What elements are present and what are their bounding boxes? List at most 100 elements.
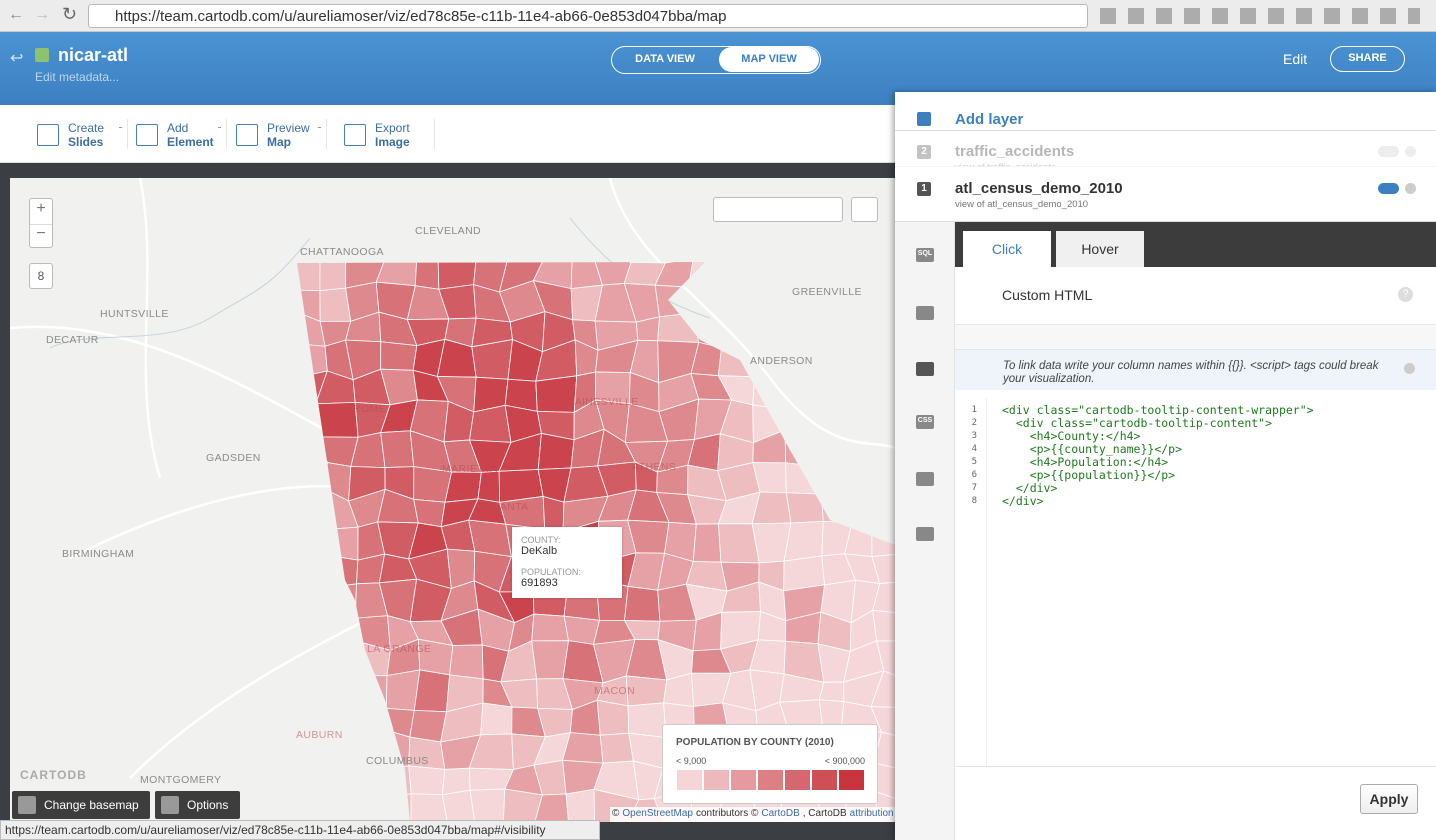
- county: [565, 788, 596, 822]
- layer-desc: view of traffic_accidents: [955, 162, 1056, 166]
- county: [748, 262, 786, 290]
- visibility-toggle[interactable]: [1378, 183, 1399, 194]
- layer-number: 2: [917, 145, 931, 159]
- line-number: 8: [971, 496, 977, 506]
- county: [344, 700, 387, 741]
- county: [818, 681, 845, 703]
- county: [816, 341, 854, 379]
- back-button[interactable]: ←: [8, 6, 24, 23]
- county: [345, 675, 388, 709]
- map-button[interactable]: Options: [155, 791, 240, 819]
- county: [780, 407, 813, 442]
- remove-layer[interactable]: [1405, 183, 1416, 194]
- county: [469, 788, 506, 822]
- browser-chrome: ← → ↻ https://team.cartodb.com/u/aurelia…: [0, 0, 1436, 32]
- button-label: Options: [187, 798, 229, 812]
- county: [870, 706, 895, 740]
- notice-close[interactable]: [1404, 363, 1415, 374]
- county: [779, 374, 818, 410]
- county: [354, 765, 389, 800]
- county: [871, 499, 895, 527]
- edit-menu[interactable]: Edit: [1283, 51, 1308, 67]
- legend-swatch: [784, 769, 811, 791]
- side-icon-label: CSS: [917, 417, 933, 424]
- side-icon[interactable]: [916, 362, 934, 376]
- county: [348, 788, 387, 822]
- side-icon[interactable]: SQL: [916, 248, 934, 262]
- county: [821, 493, 853, 524]
- tooltip-value: 691893: [521, 577, 558, 589]
- map-view-tab[interactable]: MAP VIEW: [719, 47, 819, 72]
- code-line: </div>: [1002, 494, 1044, 508]
- side-icon[interactable]: [916, 472, 934, 486]
- side-icon-label: SQL: [917, 250, 933, 257]
- data-view-tab[interactable]: DATA VIEW: [635, 53, 695, 65]
- forward-button[interactable]: →: [34, 6, 50, 23]
- county: [810, 374, 854, 413]
- toolbar-button[interactable]: Add Element: [167, 121, 214, 149]
- county: [817, 465, 857, 499]
- county: [534, 793, 570, 822]
- toolbar-icon: [236, 124, 258, 146]
- side-icon[interactable]: [916, 527, 934, 541]
- layer-row[interactable]: 1 atl_census_demo_2010 view of atl_census_…: [895, 167, 1436, 222]
- county: [873, 262, 895, 292]
- line-number: 5: [971, 457, 977, 467]
- toolbar-button[interactable]: Preview Map: [267, 121, 310, 149]
- map-search[interactable]: [713, 197, 843, 222]
- attribution-part[interactable]: OpenStreetMap: [622, 808, 693, 819]
- county: [297, 436, 329, 463]
- county: [318, 670, 350, 704]
- side-icon[interactable]: [916, 306, 934, 320]
- county: [843, 462, 883, 502]
- county: [297, 289, 321, 323]
- zoom-out[interactable]: −: [30, 224, 52, 243]
- map-canvas: [10, 178, 895, 822]
- editor-tab[interactable]: Click: [963, 231, 1051, 267]
- share-button[interactable]: SHARE: [1330, 46, 1405, 72]
- locate-button[interactable]: [851, 197, 878, 222]
- attribution-part: ©: [612, 808, 620, 819]
- toolbar-label: Image: [375, 135, 410, 149]
- map-title[interactable]: nicar-atl: [58, 45, 129, 65]
- attribution-part[interactable]: attribution: [849, 808, 894, 819]
- line-number: 7: [971, 483, 977, 493]
- visibility-toggle[interactable]: [1378, 146, 1399, 157]
- county: [444, 471, 482, 503]
- city-label: MACON: [594, 685, 636, 697]
- code-line: </div>: [1002, 481, 1058, 495]
- layer-name: atl_census_demo_2010: [955, 180, 1123, 197]
- county: [784, 429, 819, 467]
- county: [624, 586, 661, 622]
- zoom-in[interactable]: +: [36, 200, 46, 217]
- reload-button[interactable]: ↻: [62, 4, 78, 24]
- remove-layer[interactable]: [1405, 146, 1416, 157]
- toolbar-icon: [136, 124, 158, 146]
- status-bar: https://team.cartodb.com/u/aureliamoser/…: [0, 820, 600, 840]
- legend-swatch: [838, 769, 865, 791]
- edit-metadata[interactable]: Edit metadata...: [35, 70, 120, 84]
- legend-swatch: [811, 769, 838, 791]
- address-bar[interactable]: https://team.cartodb.com/u/aureliamoser/…: [88, 4, 1088, 28]
- attribution-part[interactable]: CartoDB: [761, 808, 800, 819]
- back-icon[interactable]: ↩: [10, 50, 24, 67]
- toolbar-button[interactable]: Create Slides: [68, 121, 104, 149]
- code-line: <div class="cartodb-tooltip-content">: [1002, 416, 1273, 430]
- city-label: COLUMBUS: [366, 755, 429, 767]
- custom-html: Custom HTML: [1002, 287, 1093, 303]
- editor-tab[interactable]: Hover: [1056, 231, 1144, 267]
- layer-row[interactable]: 2 traffic_accidentsview of traffic_accide…: [895, 130, 1436, 167]
- side-icon[interactable]: CSS: [916, 415, 934, 429]
- legend-swatch: [730, 769, 757, 791]
- county: [870, 339, 895, 384]
- legend-title: POPULATION BY COUNTY (2010): [676, 737, 834, 748]
- tooltip-value: DeKalb: [521, 545, 558, 557]
- map-button[interactable]: Change basemap: [12, 791, 150, 819]
- help-icon[interactable]: ?: [1398, 287, 1413, 302]
- apply-button[interactable]: Apply: [1360, 784, 1418, 814]
- toolbar-button[interactable]: Export Image: [375, 121, 410, 149]
- city-label: ROME: [353, 403, 387, 415]
- add-layer[interactable]: Add layer: [955, 111, 1024, 128]
- county: [816, 313, 847, 347]
- county: [687, 262, 722, 291]
